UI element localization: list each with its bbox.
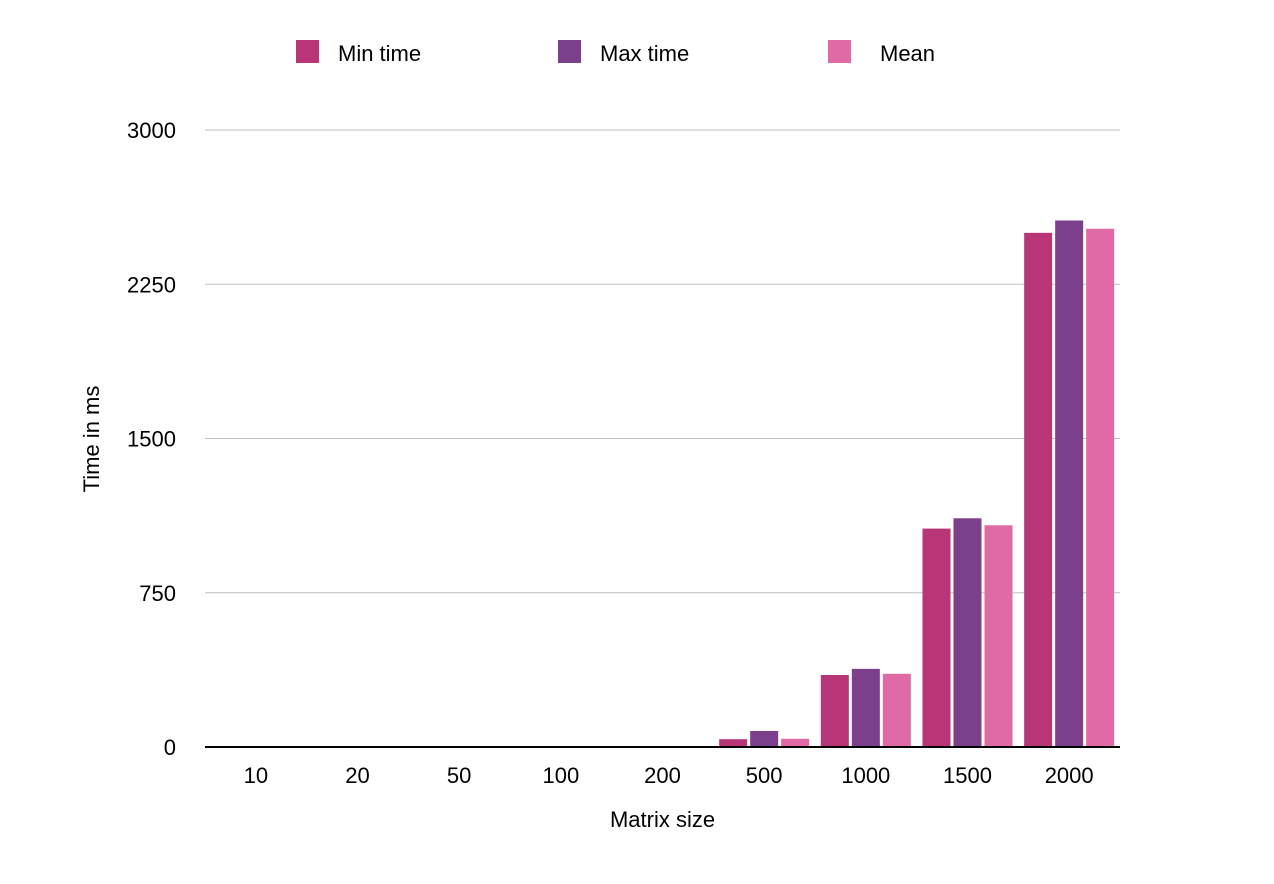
legend-label: Min time <box>338 41 421 66</box>
legend-swatch <box>296 40 319 63</box>
x-axis-ticks: 10 20 50 100 200 500 1000 1500 2000 <box>244 763 1094 788</box>
x-tick-label: 100 <box>542 763 579 788</box>
y-tick-label: 2250 <box>127 272 176 297</box>
x-tick-label: 1000 <box>841 763 890 788</box>
bar-mean <box>882 673 911 747</box>
x-axis-title: Matrix size <box>610 807 715 832</box>
bar-min-time <box>719 739 748 747</box>
x-tick-label: 10 <box>244 763 268 788</box>
y-tick-label: 3000 <box>127 118 176 143</box>
bar-min-time <box>820 675 849 747</box>
y-axis-ticks: 0 750 1500 2250 3000 <box>127 118 176 760</box>
bar-min-time <box>1024 232 1053 748</box>
bar-max-time <box>750 730 779 747</box>
legend: Min time Max time Mean <box>296 40 935 66</box>
legend-label: Max time <box>600 41 689 66</box>
x-tick-label: 2000 <box>1045 763 1094 788</box>
bar-min-time <box>922 528 951 747</box>
bar-max-time <box>953 518 982 747</box>
bar-max-time <box>1055 220 1084 747</box>
legend-swatch <box>828 40 851 63</box>
legend-label: Mean <box>880 41 935 66</box>
y-tick-label: 750 <box>139 581 176 606</box>
bar-mean <box>781 738 810 747</box>
x-tick-label: 50 <box>447 763 471 788</box>
bar-max-time <box>851 668 880 747</box>
x-tick-label: 20 <box>345 763 369 788</box>
legend-swatch <box>558 40 581 63</box>
y-axis-title: Time in ms <box>79 386 104 493</box>
bars <box>719 220 1115 748</box>
y-tick-label: 1500 <box>127 427 176 452</box>
x-tick-label: 200 <box>644 763 681 788</box>
y-tick-label: 0 <box>164 735 176 760</box>
bar-mean <box>1086 228 1115 748</box>
x-tick-label: 1500 <box>943 763 992 788</box>
gridlines <box>205 129 1120 594</box>
x-tick-label: 500 <box>746 763 783 788</box>
bar-mean <box>984 525 1013 747</box>
